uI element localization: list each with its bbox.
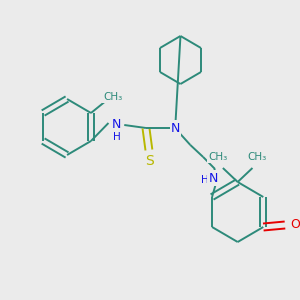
Text: N: N (112, 118, 121, 131)
Text: H: H (113, 132, 121, 142)
Text: O: O (290, 218, 300, 232)
Text: N: N (171, 122, 180, 134)
Text: N: N (208, 172, 218, 184)
Text: CH₃: CH₃ (103, 92, 122, 102)
Text: H: H (201, 175, 209, 185)
Text: CH₃: CH₃ (248, 152, 267, 162)
Text: S: S (146, 154, 154, 168)
Text: CH₃: CH₃ (208, 152, 228, 162)
